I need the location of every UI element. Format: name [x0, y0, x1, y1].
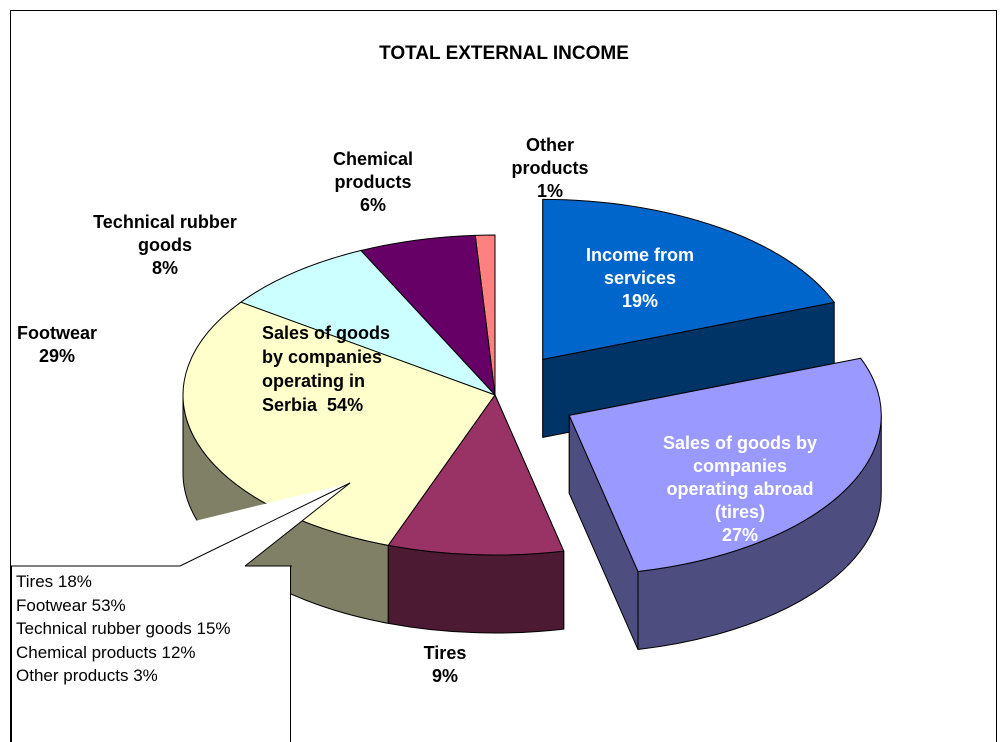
slice	[359, 234, 496, 397]
group-annotation: Sales of goods by companies operating in…	[262, 321, 402, 417]
slice-label: Sales of goods by companies operating ab…	[653, 432, 828, 547]
slice	[542, 198, 836, 361]
group-value: 54%	[327, 395, 364, 415]
callout-value: 53%	[91, 595, 126, 615]
chart-frame	[10, 10, 997, 742]
callout-item: Footwear 53%	[16, 594, 290, 618]
slice-name: Other products	[511, 135, 589, 178]
slice-value: 29%	[38, 346, 76, 366]
slice-name: Technical rubber goods	[93, 212, 237, 255]
slice-value: 19%	[621, 291, 659, 311]
slice-label: Technical rubber goods 8%	[65, 211, 265, 280]
slice-side	[387, 544, 565, 634]
slice-value: 8%	[151, 258, 178, 278]
slice-label: Footwear 29%	[2, 322, 112, 368]
slice	[239, 249, 496, 396]
callout-value: 15%	[196, 619, 231, 638]
slice-label: Tires 9%	[395, 642, 495, 688]
slice-value: 27%	[721, 525, 759, 545]
callout-value: 3%	[133, 666, 158, 685]
slice-name: Sales of goods by companies operating ab…	[662, 433, 818, 522]
slice-value: 1%	[536, 181, 563, 201]
callout-name: Footwear	[16, 595, 87, 615]
callout-name: Other products	[16, 666, 129, 685]
slice	[387, 393, 565, 556]
slice-value: 6%	[359, 195, 386, 215]
callout-value: 12%	[161, 642, 196, 662]
slice-value: 9%	[431, 666, 458, 686]
callout-name: Tires	[16, 572, 54, 591]
group-label: Sales of goods by companies operating in…	[262, 323, 391, 415]
callout-box: Tires 18% Footwear 53% Technical rubber go…	[11, 566, 291, 742]
slice-name: Footwear	[16, 323, 97, 343]
slice-name: Tires	[423, 643, 467, 663]
chart-title: TOTAL EXTERNAL INCOME	[379, 43, 629, 64]
slice	[568, 357, 882, 573]
callout-item: Tires 18%	[16, 570, 290, 594]
slice-label: Chemical products 6%	[313, 148, 433, 217]
slice-label: Income from services 19%	[560, 244, 720, 313]
callout-value: 18%	[57, 572, 92, 591]
callout-item: Other products 3%	[16, 664, 290, 688]
slice-name: Chemical products	[332, 149, 414, 192]
slice-name: Income from services	[585, 245, 695, 288]
callout-name: Chemical products	[16, 642, 157, 662]
callout-item: Technical rubber goods 15%	[16, 617, 290, 641]
callout-name: Technical rubber goods	[16, 619, 192, 638]
slice-label: Other products 1%	[495, 134, 605, 203]
pie	[182, 198, 882, 651]
callout-item: Chemical products 12%	[16, 641, 290, 665]
